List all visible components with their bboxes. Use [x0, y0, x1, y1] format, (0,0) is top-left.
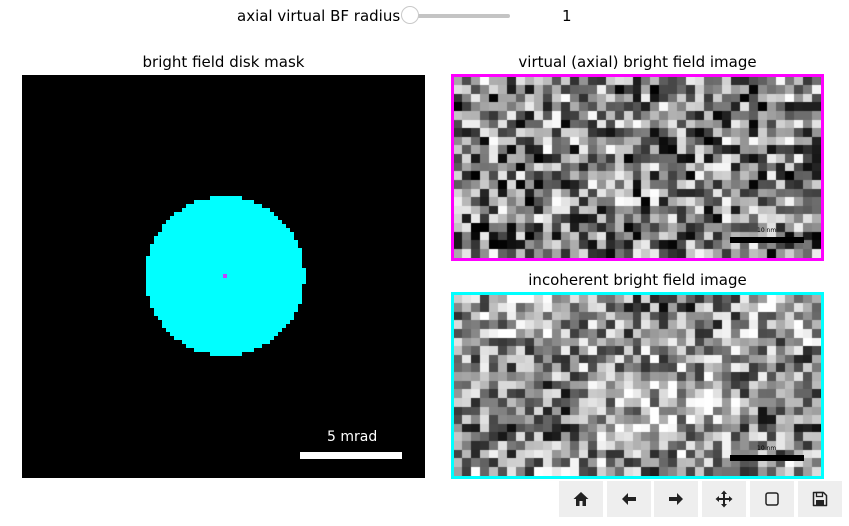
home-button[interactable]	[559, 481, 603, 517]
disk-row	[146, 292, 302, 296]
back-button[interactable]	[607, 481, 651, 517]
disk-row	[182, 208, 270, 212]
arrow-right-icon	[669, 493, 683, 505]
mask-panel-title: bright field disk mask	[142, 53, 305, 71]
radius-slider-track[interactable]	[409, 14, 510, 18]
radius-slider-thumb[interactable]	[401, 6, 419, 24]
disk-row	[150, 248, 302, 252]
disk-row	[158, 232, 294, 236]
move-icon	[715, 490, 733, 508]
disk-row	[210, 196, 242, 200]
disk-row	[162, 228, 290, 232]
disk-row	[150, 252, 302, 256]
disk-row	[146, 260, 302, 264]
virtual-bf-title: virtual (axial) bright field image	[518, 53, 757, 71]
forward-button[interactable]	[654, 481, 698, 517]
incoherent-bf-image	[454, 295, 821, 476]
disk-row	[150, 296, 302, 300]
disk-row	[174, 212, 274, 216]
disk-row	[162, 224, 286, 228]
disk-row	[154, 236, 294, 240]
disk-row	[146, 264, 302, 268]
virtual-bf-scalebar	[730, 237, 804, 243]
disk-row	[182, 340, 270, 344]
disk-row	[150, 244, 298, 248]
incoherent-bf-image-plot[interactable]: 10 nm	[451, 292, 824, 479]
mask-scalebar-label: 5 mrad	[327, 429, 378, 445]
mask-svg	[146, 196, 306, 356]
disk-row	[170, 216, 278, 220]
radius-slider-row: axial virtual BF radius 1	[0, 4, 849, 28]
slider-value: 1	[562, 7, 572, 25]
disk-row	[150, 300, 302, 304]
disk-row	[146, 268, 306, 272]
virtual-bf-image-plot[interactable]: 10 nm	[451, 74, 824, 261]
disk-row	[146, 288, 302, 292]
disk-row	[174, 336, 274, 340]
bright-field-mask-plot[interactable]: 5 mrad	[22, 75, 425, 478]
disk-row	[166, 328, 282, 332]
disk-row	[170, 332, 278, 336]
mask-scalebar	[300, 452, 402, 459]
disk-row	[146, 256, 302, 260]
disk-row	[194, 348, 254, 352]
disk-row	[162, 320, 290, 324]
disk-row	[166, 220, 282, 224]
home-icon	[573, 492, 589, 506]
virtual-bf-scalebar-label: 10 nm	[757, 227, 777, 234]
save-button[interactable]	[798, 481, 842, 517]
virtual-bf-image	[454, 77, 821, 258]
disk-row	[194, 200, 254, 204]
disk-row	[154, 308, 298, 312]
disk-row	[186, 344, 262, 348]
disk-row	[162, 324, 286, 328]
incoherent-bf-scalebar-label: 10 nm	[757, 445, 777, 452]
disk-row	[186, 204, 262, 208]
disk-center-marker	[223, 274, 227, 278]
disk-row	[158, 316, 294, 320]
disk-row	[146, 280, 306, 284]
save-icon	[812, 491, 828, 507]
incoherent-bf-title: incoherent bright field image	[528, 271, 747, 289]
zoom-rect-icon	[765, 492, 779, 506]
arrow-left-icon	[622, 493, 636, 505]
bright-field-disk	[146, 196, 306, 356]
incoherent-bf-scalebar	[730, 455, 804, 461]
disk-row	[154, 240, 298, 244]
zoom-button[interactable]	[750, 481, 794, 517]
disk-row	[150, 304, 298, 308]
slider-label: axial virtual BF radius	[237, 7, 401, 25]
disk-row	[154, 312, 294, 316]
pan-button[interactable]	[702, 481, 746, 517]
disk-row	[146, 284, 302, 288]
disk-row	[210, 352, 242, 356]
